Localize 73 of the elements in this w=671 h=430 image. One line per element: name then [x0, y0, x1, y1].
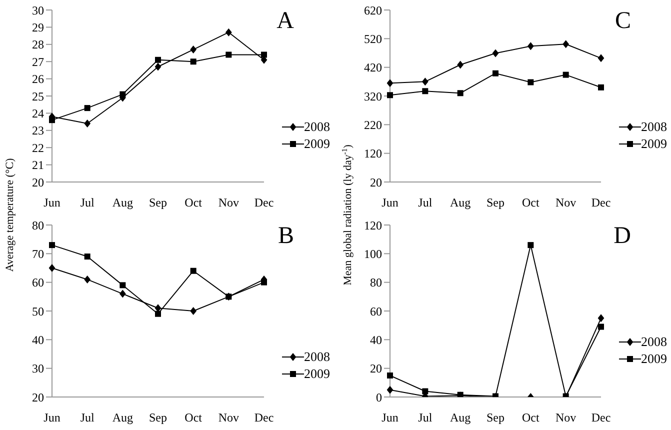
y-tick-label: 21 — [32, 158, 44, 172]
y-tick-label: 22 — [32, 140, 44, 155]
x-tick-label: Oct — [184, 196, 203, 210]
x-tick-label: Sep — [149, 410, 167, 425]
y-tick-label: 30 — [32, 362, 44, 376]
chart-title: C — [614, 8, 631, 35]
x-tick-label: Dec — [254, 196, 274, 210]
y-tick-label: 80 — [370, 276, 382, 290]
y-tick-label: 420 — [364, 60, 382, 75]
y-tick-label: 20 — [32, 175, 44, 190]
y-tick-label: 25 — [32, 89, 44, 104]
y-tick-label: 30 — [32, 3, 44, 18]
x-tick-label: Nov — [555, 410, 576, 425]
x-tick-label: Oct — [184, 410, 203, 425]
x-tick-label: Nov — [555, 196, 576, 210]
x-tick-label: Dec — [254, 410, 274, 425]
x-tick-label: Oct — [522, 196, 540, 210]
y-tick-label: 40 — [32, 332, 44, 347]
legend-label: 2008 — [641, 334, 667, 350]
y-tick-label: 70 — [32, 246, 44, 261]
y-tick-label: 120 — [364, 218, 382, 232]
y-tick-label: 80 — [32, 218, 44, 232]
legend-label: 2008 — [641, 118, 667, 135]
x-tick-label: Aug — [112, 410, 134, 425]
x-tick-label: Nov — [218, 196, 240, 210]
legend-label: 2009 — [304, 366, 330, 382]
y-tick-label: 24 — [32, 106, 44, 120]
legend-label: 2009 — [641, 350, 667, 367]
chart-title: A — [276, 8, 294, 35]
y-tick-label: 320 — [364, 89, 382, 104]
chart-title: D — [614, 223, 631, 250]
y-tick-label: 40 — [370, 332, 382, 347]
x-tick-label: Sep — [486, 196, 504, 210]
y-tick-label: 0 — [376, 390, 382, 404]
x-tick-label: Dec — [591, 410, 611, 425]
y-tick-label: 120 — [364, 146, 382, 161]
x-tick-label: Jul — [80, 410, 95, 425]
x-tick-label: Jul — [418, 410, 433, 425]
legend-label: 2009 — [304, 136, 330, 152]
y-tick-label: 50 — [32, 304, 44, 318]
y-tick-label: 60 — [370, 304, 382, 318]
y-axis-title: Average temperature (°C) — [4, 158, 16, 272]
x-tick-label: Oct — [522, 410, 540, 425]
y-tick-label: 29 — [32, 20, 44, 34]
legend-label: 2008 — [304, 118, 330, 135]
y-tick-label: 60 — [32, 276, 44, 290]
x-tick-label: Jul — [80, 196, 95, 210]
x-tick-label: Jul — [418, 196, 433, 210]
y-tick-label: 20 — [32, 390, 44, 404]
legend-label: 2008 — [304, 348, 330, 365]
x-tick-label: Dec — [591, 196, 611, 210]
y-tick-label: 20 — [370, 175, 382, 190]
y-tick-label: 27 — [32, 54, 44, 69]
x-tick-label: Aug — [450, 410, 471, 425]
y-tick-label: 520 — [364, 32, 382, 46]
chart-title: B — [278, 223, 294, 250]
x-tick-label: Jun — [382, 410, 398, 425]
x-tick-label: Jun — [44, 410, 60, 425]
y-tick-label: 220 — [364, 118, 382, 132]
x-tick-label: Aug — [450, 196, 471, 210]
x-tick-label: Sep — [149, 196, 167, 210]
y-tick-label: 28 — [32, 38, 44, 52]
x-tick-label: Jun — [44, 196, 60, 210]
x-tick-label: Nov — [218, 410, 240, 425]
x-tick-label: Jun — [382, 196, 398, 210]
x-tick-label: Aug — [112, 196, 134, 210]
y-tick-label: 100 — [364, 246, 382, 261]
y-tick-label: 26 — [32, 72, 44, 86]
y-tick-label: 23 — [32, 124, 44, 138]
y-tick-label: 20 — [370, 362, 382, 376]
x-tick-label: Sep — [486, 410, 504, 425]
legend-label: 2009 — [641, 136, 667, 152]
y-tick-label: 620 — [364, 3, 382, 18]
